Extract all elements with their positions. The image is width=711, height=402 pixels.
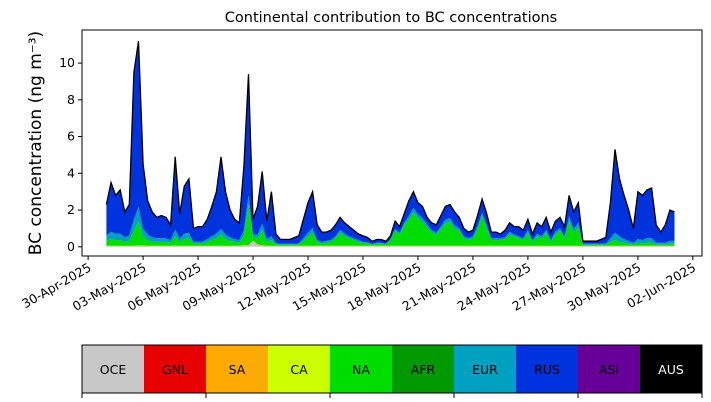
colorbar-swatch-ca [268, 345, 330, 393]
y-axis: 0 2 4 6 8 10 [59, 55, 82, 254]
colorbar-frame [81, 344, 703, 394]
region-colorbar: OCE GNL SA CA NA AFR EUR RUS ASI AUS [81, 344, 703, 398]
y-tick-label: 0 [67, 239, 75, 254]
colorbar-swatch-eur [454, 345, 516, 393]
y-axis-label: BC concentration (ng m⁻³) [26, 31, 46, 255]
colorbar-label-oce: OCE [100, 362, 127, 377]
y-tick-label: 8 [67, 92, 75, 107]
colorbar-swatch-asi [578, 345, 640, 393]
colorbar-label-asi: ASI [599, 362, 619, 377]
y-tick-label: 10 [59, 55, 75, 70]
chart-title: Continental contribution to BC concentra… [225, 10, 557, 26]
colorbar-label-afr: AFR [411, 362, 436, 377]
y-tick-label: 4 [67, 165, 75, 180]
colorbar-label-gnl: GNL [162, 362, 188, 377]
x-axis: 30-Apr-202503-May-202506-May-202509-May-… [19, 256, 698, 314]
area-eur [106, 195, 675, 245]
plot-frame [81, 29, 703, 257]
y-tick-label: 2 [67, 202, 75, 217]
colorbar-swatch-aus [640, 345, 702, 393]
y-tick-label: 6 [67, 129, 75, 144]
colorbar-swatch-afr [392, 345, 454, 393]
colorbar-label-sa: SA [229, 362, 246, 377]
colorbar-swatch-rus [516, 345, 578, 393]
stacked-areas [106, 40, 675, 247]
colorbar-label-ca: CA [290, 362, 308, 377]
colorbar-swatch-gnl [144, 345, 206, 393]
colorbar-swatch-oce [82, 345, 144, 393]
colorbar-swatch-na [330, 345, 392, 393]
colorbar-label-eur: EUR [472, 362, 498, 377]
colorbar-label-na: NA [352, 362, 370, 377]
total-line [105, 40, 675, 243]
colorbar-label-rus: RUS [534, 362, 560, 377]
colorbar-label-aus: AUS [658, 362, 684, 377]
colorbar-swatch-sa [206, 345, 268, 393]
area-na [106, 204, 675, 246]
